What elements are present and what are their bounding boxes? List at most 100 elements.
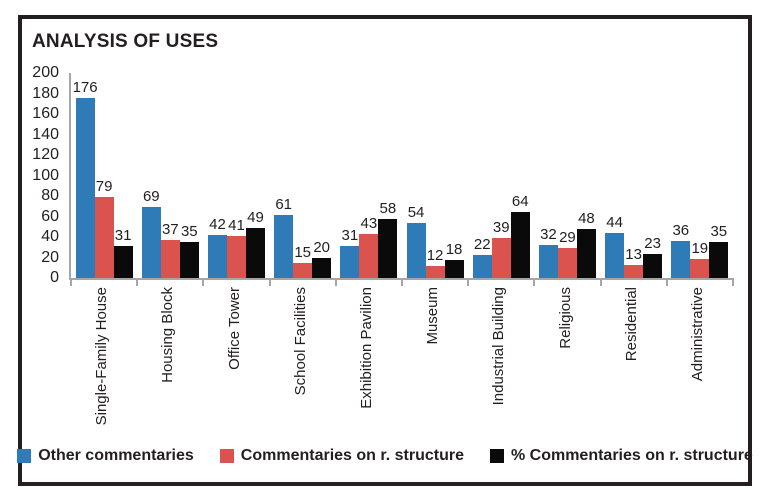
bar-value-label: 49 xyxy=(247,208,264,226)
x-axis-tick xyxy=(732,278,734,286)
bar-slot: 43 xyxy=(359,73,379,278)
bar-group-housing-block: 69 37 35 xyxy=(137,73,203,278)
bar-slot: 15 xyxy=(293,73,313,278)
y-axis-tick-label: 0 xyxy=(50,269,59,286)
bar-value-label: 31 xyxy=(114,227,132,245)
bar-value-label: 69 xyxy=(142,188,160,206)
bar-value-label: 35 xyxy=(710,223,728,241)
category-label-slot: Exhibition Pavilion xyxy=(334,287,400,445)
y-axis-tick-label: 20 xyxy=(41,248,59,266)
bar-slot: 20 xyxy=(312,73,332,278)
bar-slot: 31 xyxy=(113,73,133,278)
category-label-slot: Museum xyxy=(400,287,466,445)
bar-other-commentaries xyxy=(538,245,558,278)
legend-item-commentaries-on-r-structure: % Commentaries on r. structure xyxy=(489,447,753,465)
bar-value-label: 41 xyxy=(228,216,245,234)
bar-commentaries-on-r-structure xyxy=(245,227,265,278)
y-axis-tick-label: 100 xyxy=(32,166,59,184)
category-label: Administrative xyxy=(688,287,706,382)
x-axis-tick xyxy=(269,278,271,286)
bar-slot: 69 xyxy=(141,73,161,278)
bar-value-label: 58 xyxy=(379,199,397,217)
x-axis-tick xyxy=(533,278,535,286)
x-axis-tick xyxy=(666,278,668,286)
bar-group-school-facilities: 61 15 20 xyxy=(270,73,336,278)
bar-slot: 44 xyxy=(605,73,625,278)
bar-value-label: 15 xyxy=(294,243,311,261)
bar-commentaries-on-r-structure xyxy=(312,257,332,278)
category-label: Industrial Building xyxy=(490,287,508,406)
category-label-slot: Industrial Building xyxy=(466,287,532,445)
bar-other-commentaries xyxy=(406,222,426,278)
bar-commentaries-on-r-structure xyxy=(179,242,199,278)
bar-value-label: 37 xyxy=(161,221,179,239)
category-label-slot: Single-Family House xyxy=(69,287,135,445)
legend-swatch-icon xyxy=(219,449,234,463)
bar-slot: 48 xyxy=(576,73,596,278)
x-axis-tick xyxy=(70,278,72,286)
bar-slot: 19 xyxy=(690,73,710,278)
x-axis-tick xyxy=(467,278,469,286)
chart-frame: ANALYSIS OF USES 0 20 40 60 80 100 120 140 160 18… xyxy=(17,15,753,486)
category-label: Single-Family House xyxy=(93,287,111,426)
bar-commentaries-on-r-structure xyxy=(378,218,398,278)
category-label-slot: Housing Block xyxy=(135,287,201,445)
bar-slot: 61 xyxy=(274,73,294,278)
legend-item-other-commentaries: Other commentaries xyxy=(17,447,194,465)
bar-slot: 37 xyxy=(160,73,180,278)
category-label-slot: School Facilities xyxy=(268,287,334,445)
bar-value-label: 18 xyxy=(445,240,463,258)
bar-value-label: 36 xyxy=(672,222,690,240)
y-axis-tick-label: 60 xyxy=(41,207,59,225)
bar-group-industrial-building: 22 39 64 xyxy=(468,73,534,278)
bar-slot: 176 xyxy=(73,73,98,278)
bar-commentaries-on-r-structure xyxy=(709,242,729,278)
bar-slot: 23 xyxy=(643,73,663,278)
bar-value-label: 20 xyxy=(313,238,330,256)
bar-value-label: 42 xyxy=(209,215,226,233)
category-label-slot: Administrative xyxy=(665,287,731,445)
legend-label: % Commentaries on r. structure xyxy=(510,447,753,464)
legend-swatch-icon xyxy=(17,449,32,463)
bar-other-commentaries xyxy=(605,232,625,278)
bar-commentaries-on-r-structure xyxy=(425,265,445,278)
plot-area: 176 79 31 69 37 35 42 41 49 61 15 20 31 43 58 54 12 18 22 3… xyxy=(69,73,734,286)
bar-slot: 22 xyxy=(472,73,492,278)
bar-slot: 29 xyxy=(557,73,577,278)
bar-value-label: 12 xyxy=(426,246,444,264)
bar-slot: 35 xyxy=(179,73,199,278)
bar-other-commentaries xyxy=(141,207,161,278)
bar-value-label: 61 xyxy=(275,196,292,214)
legend-item-commentaries-on-r-structure: Commentaries on r. structure xyxy=(219,447,464,465)
x-axis-tick xyxy=(335,278,337,286)
category-label-slot: Office Tower xyxy=(201,287,267,445)
bar-commentaries-on-r-structure xyxy=(444,259,464,278)
legend: Other commentaries Commentaries on r. str… xyxy=(17,447,753,465)
bar-commentaries-on-r-structure xyxy=(491,238,511,278)
category-label: Museum xyxy=(424,287,442,345)
category-label: Housing Block xyxy=(159,287,177,383)
x-axis-tick xyxy=(202,278,204,286)
bar-value-label: 23 xyxy=(644,235,661,253)
bar-group-single-family-house: 176 79 31 xyxy=(71,73,137,278)
bar-value-label: 48 xyxy=(578,209,595,227)
y-axis-tick-label: 160 xyxy=(32,105,59,122)
bar-value-label: 31 xyxy=(341,227,359,245)
category-label-slot: Residential xyxy=(599,287,665,445)
bar-slot: 32 xyxy=(538,73,558,278)
x-axis-category-labels: Single-Family House Housing Block Office T… xyxy=(69,287,731,445)
bar-groups: 176 79 31 69 37 35 42 41 49 61 15 20 31 43 58 54 12 18 22 3… xyxy=(71,73,733,278)
bar-other-commentaries xyxy=(274,215,294,278)
y-axis-tick-label: 140 xyxy=(32,125,59,143)
bar-group-religious: 32 29 48 xyxy=(534,73,600,278)
legend-label: Commentaries on r. structure xyxy=(240,447,464,464)
bar-value-label: 32 xyxy=(540,226,557,244)
x-axis-tick xyxy=(600,278,602,286)
bar-value-label: 22 xyxy=(473,236,491,254)
y-axis-tick-label: 80 xyxy=(41,187,59,204)
bar-value-label: 79 xyxy=(95,178,113,196)
bar-value-label: 54 xyxy=(407,203,425,221)
bar-slot: 39 xyxy=(491,73,511,278)
bar-value-label: 44 xyxy=(606,213,623,231)
